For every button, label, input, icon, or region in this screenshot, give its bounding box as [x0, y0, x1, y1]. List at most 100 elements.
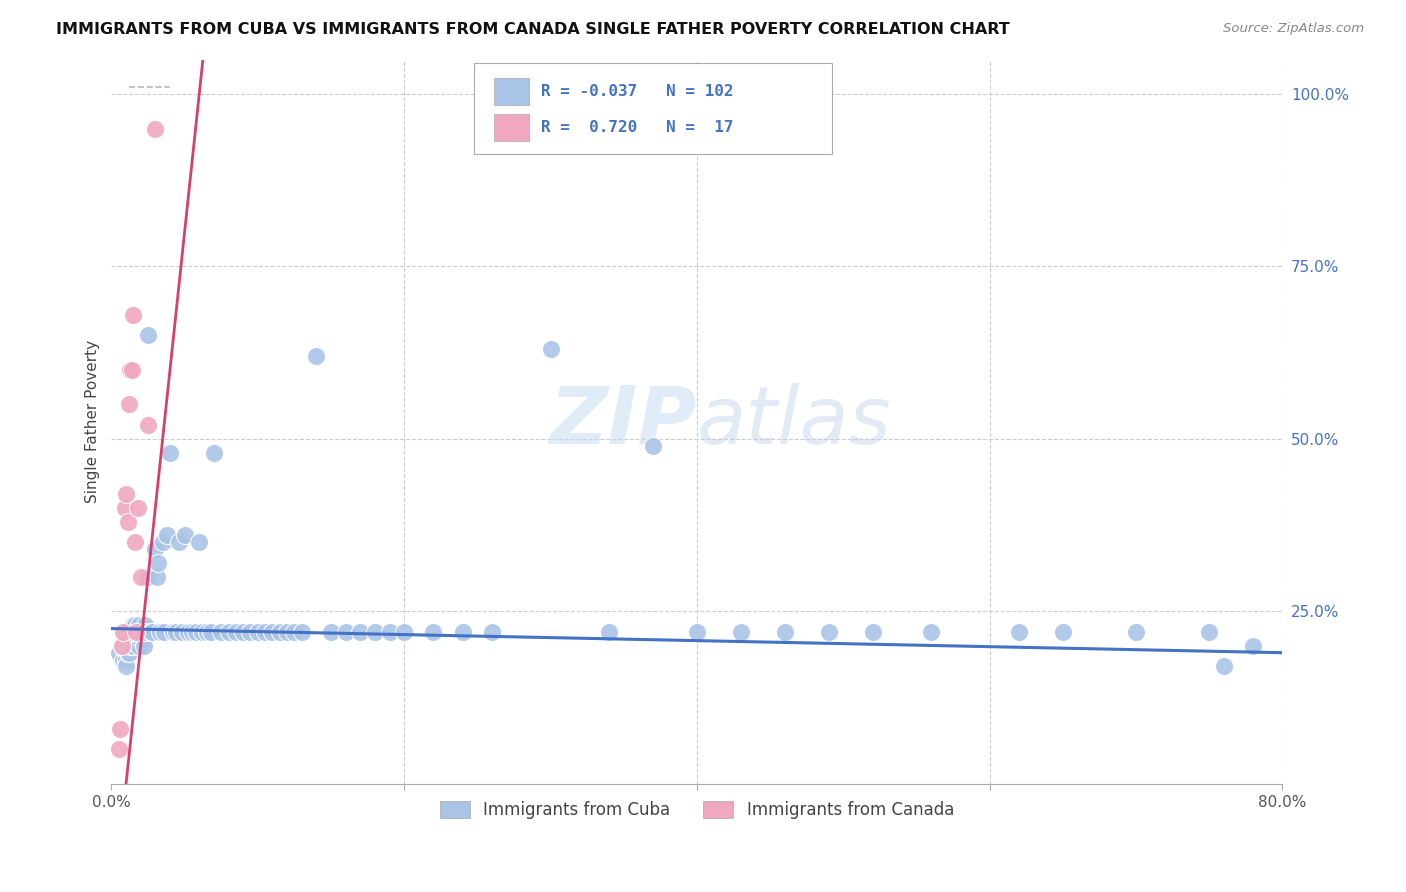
Point [141, 625, 163, 640]
Point [120, 639, 142, 653]
Point [107, 742, 129, 756]
Point [598, 625, 620, 640]
Point [132, 625, 155, 640]
Point [246, 625, 269, 640]
Point [181, 625, 204, 640]
Point [134, 618, 156, 632]
Point [392, 625, 415, 640]
Point [152, 535, 174, 549]
Point [114, 500, 136, 515]
Point [191, 625, 214, 640]
Point [111, 639, 134, 653]
Point [364, 625, 387, 640]
Point [118, 397, 141, 411]
Point [165, 625, 187, 640]
Point [139, 625, 162, 640]
Point [118, 646, 141, 660]
Point [120, 632, 142, 646]
Point [132, 639, 155, 653]
Bar [495, 114, 530, 142]
Text: Source: ZipAtlas.com: Source: ZipAtlas.com [1223, 22, 1364, 36]
Point [167, 535, 190, 549]
Point [319, 625, 342, 640]
Point [176, 625, 198, 640]
Point [115, 652, 138, 666]
Point [134, 625, 156, 640]
Text: ZIP: ZIP [550, 383, 697, 460]
Point [115, 646, 138, 660]
Point [127, 625, 149, 640]
Point [149, 625, 172, 640]
Point [225, 625, 247, 640]
Point [422, 625, 444, 640]
Point [156, 528, 179, 542]
Point [920, 625, 942, 640]
Point [202, 446, 225, 460]
Y-axis label: Single Father Poverty: Single Father Poverty [86, 340, 100, 503]
Point [122, 632, 145, 646]
Point [124, 535, 146, 549]
Point [125, 625, 148, 640]
Point [148, 556, 170, 570]
Point [117, 639, 139, 653]
Point [117, 646, 139, 660]
Point [641, 439, 664, 453]
Point [335, 625, 357, 640]
Point [209, 625, 232, 640]
Point [136, 328, 159, 343]
Point [730, 625, 752, 640]
Text: R = -0.037   N = 102: R = -0.037 N = 102 [541, 84, 734, 99]
Point [122, 639, 145, 653]
Point [112, 652, 135, 666]
Point [254, 625, 277, 640]
Point [121, 363, 143, 377]
Point [112, 625, 135, 640]
Point [186, 625, 208, 640]
Point [481, 625, 503, 640]
Point [121, 625, 143, 640]
Point [218, 625, 240, 640]
Point [120, 363, 142, 377]
Point [173, 528, 195, 542]
Point [122, 625, 145, 640]
Point [773, 625, 796, 640]
Point [121, 625, 143, 640]
Point [305, 349, 328, 363]
Text: R =  0.720   N =  17: R = 0.720 N = 17 [541, 120, 734, 136]
Point [124, 625, 146, 640]
Point [262, 625, 284, 640]
Point [129, 625, 152, 640]
Point [124, 632, 146, 646]
Point [283, 625, 305, 640]
Point [162, 625, 184, 640]
Point [451, 625, 474, 640]
Point [131, 625, 153, 640]
Point [1213, 659, 1236, 673]
Point [112, 639, 135, 653]
Point [115, 487, 138, 501]
Point [686, 625, 709, 640]
Point [120, 625, 142, 640]
Point [159, 446, 181, 460]
Text: atlas: atlas [697, 383, 891, 460]
Point [118, 632, 141, 646]
Point [239, 625, 262, 640]
Point [1008, 625, 1031, 640]
Legend: Immigrants from Cuba, Immigrants from Canada: Immigrants from Cuba, Immigrants from Ca… [433, 795, 960, 826]
Point [122, 308, 145, 322]
Point [540, 343, 562, 357]
Point [136, 418, 159, 433]
Point [127, 632, 149, 646]
Point [143, 542, 166, 557]
Point [146, 570, 169, 584]
Point [132, 632, 155, 646]
Point [128, 639, 150, 653]
Point [1198, 625, 1220, 640]
Point [269, 625, 291, 640]
Point [862, 625, 884, 640]
Bar [495, 78, 530, 105]
Point [115, 639, 138, 653]
Point [122, 618, 145, 632]
Point [125, 625, 148, 640]
Point [128, 625, 150, 640]
